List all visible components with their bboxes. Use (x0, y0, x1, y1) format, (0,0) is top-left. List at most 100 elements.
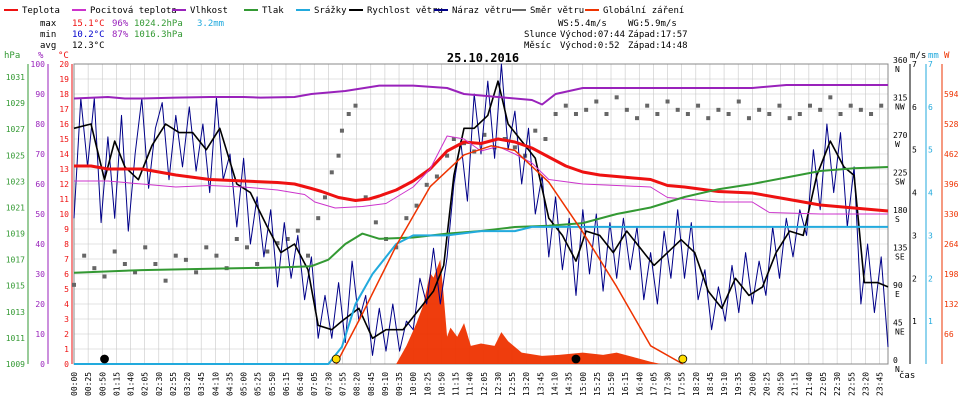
axis-hpa-tick: 1019 (6, 230, 25, 239)
wind-direction-point (346, 112, 351, 116)
series-line-5 (335, 145, 684, 365)
axis-hpa-tick: 1009 (6, 360, 25, 369)
x-tick-label: 05:50 (268, 372, 277, 396)
axis-mm-tick: 7 (928, 60, 933, 69)
axis-degc-tick: 4 (64, 300, 69, 309)
x-tick-label: 18:20 (692, 372, 701, 396)
axis-mm-tick: 2 (928, 274, 933, 283)
wind-speed-summary: WS:5.4m/s (558, 19, 607, 29)
x-tick-label: 11:15 (452, 372, 461, 396)
axis-hpa-tick: 1029 (6, 99, 25, 108)
x-tick-label: 20:50 (777, 372, 786, 396)
x-tick-label: 03:20 (183, 372, 192, 396)
x-tick-label: 20:00 (748, 372, 757, 396)
sunrise-marker (331, 354, 341, 364)
wind-direction-point (143, 245, 148, 250)
axis-hpa-tick: 1015 (6, 282, 25, 291)
wind-direction-point (163, 278, 168, 283)
stats-block: max 15.1°C 96% 1024.2hPa 3.2mm min 10.2°… (40, 19, 224, 51)
wind-direction-point (153, 262, 158, 266)
axis-hpa-tick: 1023 (6, 177, 25, 186)
axis-degc-tick: 1 (64, 345, 69, 354)
wind-direction-point (295, 228, 300, 233)
x-tick-label: 16:40 (635, 372, 644, 396)
wind-direction-point (787, 116, 792, 121)
axis-mm-tick: 1 (928, 317, 933, 326)
x-tick-label: 16:15 (621, 372, 630, 396)
wind-direction-point (183, 257, 188, 262)
wind-direction-point (767, 112, 772, 116)
legend-label-1: Pocitová teplota (90, 6, 177, 16)
legend: Teplota Pocitová teplota Vlhkost Tlak Srážky… (4, 6, 684, 16)
series-line-0 (74, 137, 889, 213)
axis-wm2-tick: 528 (944, 120, 959, 129)
axis-degc-tick: 16 (59, 120, 69, 129)
x-tick-label: 09:35 (395, 372, 404, 396)
x-tick-label: 19:10 (720, 372, 729, 396)
x-tick-label: 12:30 (494, 372, 503, 396)
x-tick-label: 10:50 (437, 372, 446, 396)
wind-direction-point (82, 253, 87, 258)
axis-dir-label: N (895, 365, 900, 374)
axis-ms-tick: 6 (912, 103, 917, 112)
stat-avg-label: avg (40, 41, 56, 51)
axis-degc-tick: 2 (64, 330, 69, 339)
axis-dir-label: E (895, 290, 900, 299)
axis-pct-tick: 60 (35, 180, 45, 189)
wind-direction-point (645, 103, 650, 108)
moonset-time: Západ:14:48 (628, 41, 688, 51)
unit-degc: °C (58, 51, 69, 61)
axis-degc-tick: 18 (59, 90, 69, 99)
axis-dir-tick: 225 (893, 169, 908, 178)
axis-degc-tick: 5 (64, 285, 69, 294)
moon-rise-marker (571, 354, 581, 364)
wind-direction-point (122, 262, 127, 266)
wind-gust-line (73, 63, 889, 356)
axis-dir-tick: 180 (893, 206, 908, 215)
axis-dir-label: W (895, 140, 900, 149)
axis-mm-tick: 5 (928, 146, 933, 155)
stat-min-temp: 10.2°C (72, 30, 105, 40)
wind-direction-point (112, 249, 117, 254)
wind-direction-point (285, 237, 290, 241)
stat-max-press: 1024.2hPa (134, 19, 183, 29)
wind-direction-point (797, 112, 802, 116)
axis-wm2-tick: 132 (944, 300, 959, 309)
axis-dir-label: NE (895, 328, 905, 337)
x-tick-label: 14:10 (550, 372, 559, 396)
axis-dir-tick: 135 (893, 244, 908, 253)
sunset-time: Západ:17:57 (628, 30, 688, 40)
axis-hpa-tick: 1031 (6, 73, 25, 82)
series-line-3 (73, 166, 889, 274)
axis-hpa-tick: 1011 (6, 334, 25, 343)
x-tick-label: 12:05 (480, 372, 489, 396)
wind-direction-point (414, 203, 419, 208)
x-tick-label: 10:00 (409, 372, 418, 396)
x-tick-label: 07:05 (310, 372, 319, 396)
axis-degc-tick: 8 (64, 240, 69, 249)
x-tick-label: 00:50 (98, 372, 107, 396)
axis-wm2-tick: 396 (944, 180, 959, 189)
moonrise-time: Východ:0:52 (560, 41, 620, 51)
wind-speed-line (73, 80, 889, 340)
axis-hpa-tick: 1021 (6, 203, 25, 212)
axis-degc-tick: 12 (59, 180, 69, 189)
axis-pct-tick: 40 (35, 240, 45, 249)
wind-direction-point (512, 145, 517, 150)
x-tick-label: 00:25 (84, 372, 93, 396)
unit-hpa: hPa (4, 51, 20, 61)
wind-direction-point (353, 103, 358, 108)
wind-direction-point (445, 153, 450, 158)
x-tick-label: 06:40 (296, 372, 305, 396)
x-tick-label: 05:00 (240, 372, 249, 396)
axis-pct-tick: 10 (35, 330, 45, 339)
wind-direction-point (553, 112, 558, 116)
axis-wm2-tick: 66 (944, 330, 954, 339)
x-tick-label: 19:35 (734, 372, 743, 396)
x-tick-label: 08:20 (353, 372, 362, 396)
wind-direction-point (757, 107, 762, 112)
x-tick-label: 02:55 (169, 372, 178, 396)
wind-direction-point (329, 170, 334, 175)
axis-degc-tick: 15 (59, 135, 69, 144)
